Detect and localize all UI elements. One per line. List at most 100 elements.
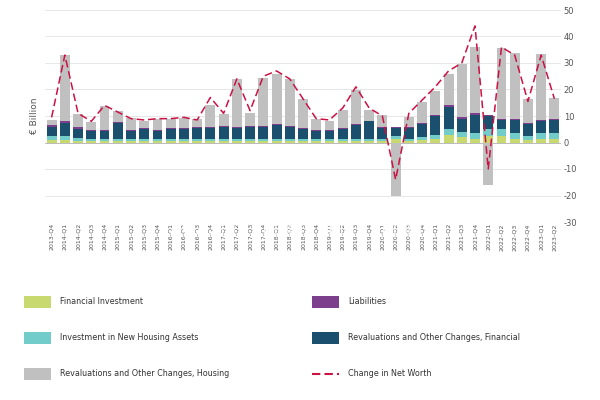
Bar: [443, 107, 454, 129]
Bar: [351, 125, 361, 138]
Bar: [364, 110, 374, 120]
Bar: [404, 127, 414, 128]
Bar: [259, 138, 268, 141]
Bar: [457, 117, 467, 119]
Text: 2015-Q1: 2015-Q1: [115, 223, 120, 250]
Bar: [536, 138, 546, 142]
Bar: [430, 115, 440, 116]
Bar: [166, 128, 176, 129]
Text: 2019-Q3: 2019-Q3: [353, 223, 358, 250]
Bar: [311, 130, 321, 138]
Bar: [60, 121, 70, 123]
Bar: [470, 47, 480, 113]
Text: 2021-Q4: 2021-Q4: [473, 223, 478, 250]
Bar: [126, 118, 136, 130]
Text: 2023-Q2: 2023-Q2: [552, 223, 557, 250]
Text: 2015-Q2: 2015-Q2: [128, 223, 133, 250]
Bar: [312, 332, 339, 344]
Bar: [139, 141, 149, 142]
Bar: [259, 141, 268, 142]
Bar: [60, 136, 70, 140]
Bar: [100, 106, 109, 130]
Bar: [430, 138, 440, 142]
Bar: [232, 138, 242, 141]
Bar: [113, 122, 123, 123]
Bar: [497, 136, 506, 142]
Text: 2014-Q4: 2014-Q4: [102, 223, 107, 250]
Bar: [391, 136, 401, 138]
Bar: [152, 141, 163, 142]
Bar: [245, 126, 255, 138]
Bar: [391, 127, 401, 128]
Text: 2016-Q4: 2016-Q4: [208, 223, 213, 250]
Text: 2015-Q3: 2015-Q3: [142, 223, 147, 250]
Bar: [47, 140, 56, 142]
Bar: [60, 55, 70, 121]
Bar: [100, 130, 109, 138]
Bar: [218, 141, 229, 142]
Bar: [139, 138, 149, 141]
Bar: [100, 138, 109, 141]
Bar: [377, 115, 388, 127]
Text: 2023-Q1: 2023-Q1: [539, 223, 544, 250]
Bar: [497, 48, 506, 119]
Text: 2018-Q3: 2018-Q3: [301, 223, 305, 250]
Bar: [443, 134, 454, 142]
Bar: [245, 141, 255, 142]
Bar: [192, 141, 202, 142]
Bar: [192, 119, 202, 127]
Text: 2021-Q2: 2021-Q2: [446, 223, 451, 250]
Bar: [470, 133, 480, 138]
Bar: [24, 332, 51, 344]
Bar: [245, 112, 255, 126]
Bar: [86, 122, 96, 130]
Bar: [483, 142, 493, 185]
Bar: [311, 119, 321, 130]
Bar: [259, 78, 268, 126]
Text: 2016-Q2: 2016-Q2: [181, 223, 187, 250]
Bar: [285, 138, 295, 141]
Bar: [391, 142, 401, 196]
Bar: [417, 102, 427, 123]
Bar: [166, 119, 176, 128]
Bar: [24, 368, 51, 380]
Bar: [73, 127, 83, 129]
Bar: [430, 91, 440, 115]
Bar: [497, 120, 506, 129]
Bar: [272, 138, 281, 141]
Bar: [536, 120, 546, 121]
Bar: [60, 123, 70, 136]
Bar: [510, 133, 520, 138]
Bar: [550, 120, 559, 133]
Text: 2017-Q3: 2017-Q3: [248, 223, 253, 250]
Text: 2018-Q4: 2018-Q4: [314, 223, 319, 250]
Bar: [285, 80, 295, 126]
Bar: [272, 125, 281, 138]
Bar: [470, 113, 480, 115]
Bar: [550, 133, 559, 138]
Bar: [325, 120, 334, 130]
Text: 2017-Q1: 2017-Q1: [221, 223, 226, 250]
Bar: [73, 141, 83, 142]
Bar: [232, 141, 242, 142]
Text: 2014-Q3: 2014-Q3: [89, 223, 94, 250]
Bar: [192, 128, 202, 138]
Bar: [523, 123, 533, 124]
Bar: [205, 105, 215, 127]
Text: 2019-Q4: 2019-Q4: [367, 223, 371, 250]
Bar: [338, 138, 347, 141]
Text: 2013-Q4: 2013-Q4: [49, 223, 54, 250]
Bar: [377, 141, 388, 142]
Bar: [139, 120, 149, 128]
Bar: [364, 141, 374, 142]
Bar: [430, 116, 440, 134]
Bar: [113, 138, 123, 141]
Bar: [457, 137, 467, 142]
Bar: [338, 129, 347, 138]
Bar: [457, 119, 467, 132]
Bar: [536, 121, 546, 133]
Text: Revaluations and Other Changes, Financial: Revaluations and Other Changes, Financia…: [348, 333, 520, 342]
Bar: [179, 141, 189, 142]
Bar: [272, 141, 281, 142]
Bar: [536, 54, 546, 120]
